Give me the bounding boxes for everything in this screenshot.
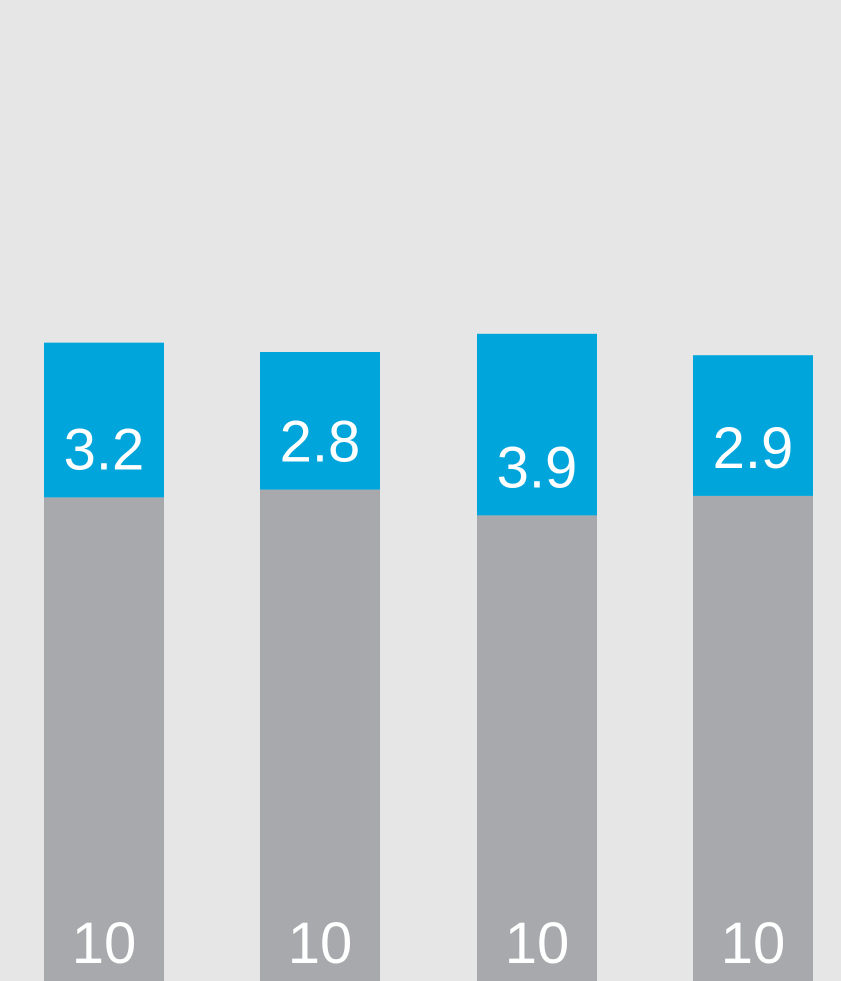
bar-segment-top <box>260 352 380 490</box>
bar-segment-top <box>44 342 164 498</box>
data-label-base: 10 <box>72 911 137 976</box>
data-label-top: 2.9 <box>713 416 794 481</box>
bar-segment-base <box>693 495 813 981</box>
bar-group: 3.9 10 <box>477 333 597 981</box>
bar-segment-top <box>693 355 813 496</box>
bar-segment-base <box>477 515 597 981</box>
bar-segment-top <box>477 333 597 516</box>
bar-group: 2.8 10 <box>260 352 380 981</box>
data-label-base: 10 <box>505 911 570 976</box>
data-label-base: 10 <box>288 911 353 976</box>
bar-group: 3.2 10 <box>44 342 164 981</box>
data-label-top: 2.8 <box>280 410 361 475</box>
data-label-top: 3.9 <box>497 435 578 500</box>
bar-group: 2.9 10 <box>693 355 813 981</box>
data-label-base: 10 <box>721 911 786 976</box>
bar-segment-base <box>44 497 164 981</box>
data-label-top: 3.2 <box>64 417 145 482</box>
bar-segment-base <box>260 489 380 981</box>
